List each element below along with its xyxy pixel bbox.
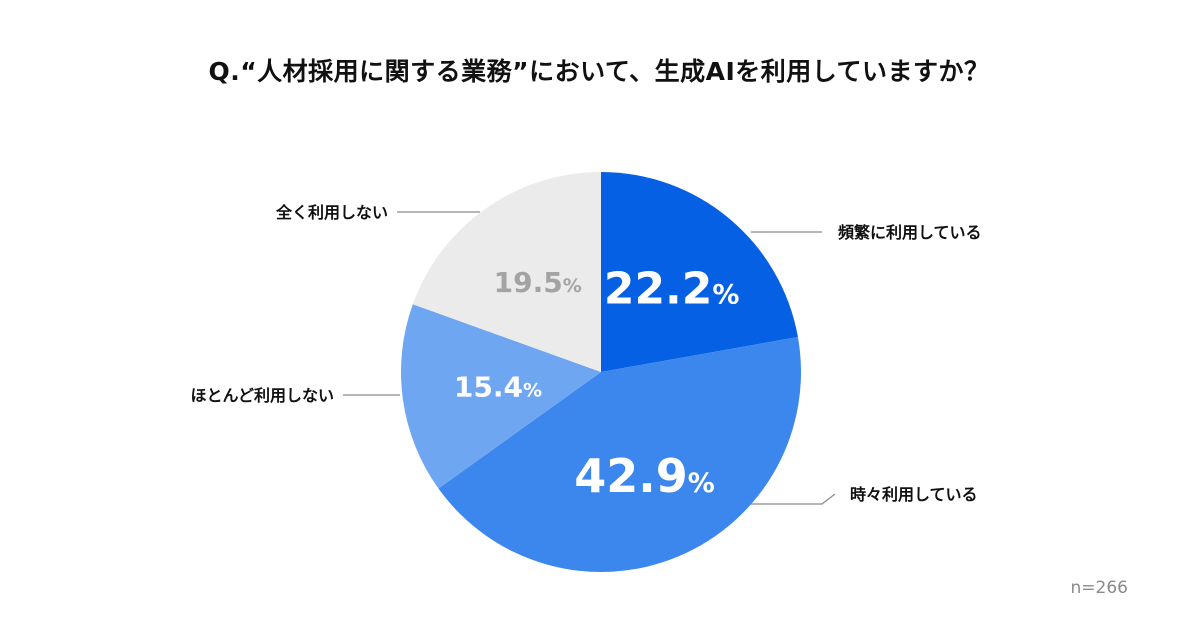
category-label-1: 頻繁に利用している — [838, 223, 982, 242]
pie-slice-2 — [438, 336, 801, 572]
slice-value-label-3: 15.4% — [454, 370, 542, 403]
category-label-3: ほとんど利用しない — [190, 386, 334, 405]
pie-slice-1 — [601, 172, 798, 372]
slice-value-labels: 22.2% 42.9% 15.4% 19.5% — [454, 264, 740, 503]
pie-slice-3 — [401, 304, 601, 489]
callout-leader-2 — [751, 493, 836, 505]
pie-slice-4 — [412, 172, 601, 372]
pie-slices — [401, 172, 801, 572]
sample-size-label: n=266 — [1070, 578, 1128, 598]
slice-value-label-2: 42.9% — [574, 449, 715, 503]
category-label-2: 時々利用している — [850, 485, 978, 504]
slice-value-label-4: 19.5% — [494, 266, 582, 299]
callout-leaders — [343, 211, 836, 505]
chart-title: Q.“人材採用に関する業務”において、生成AIを利用していますか？ — [208, 57, 990, 86]
slice-value-label-1: 22.2% — [604, 264, 740, 315]
category-label-4: 全く利用しない — [275, 203, 388, 222]
